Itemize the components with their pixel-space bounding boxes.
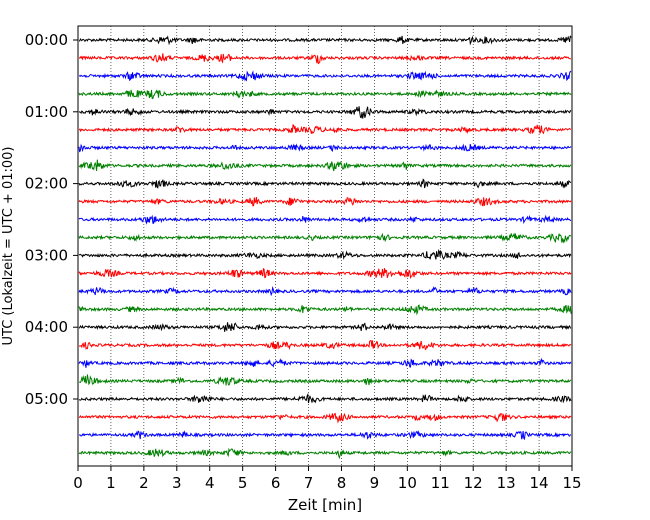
x-tick-label: 14: [530, 474, 549, 492]
trace-line-3: [78, 70, 572, 82]
trace-line-9: [78, 178, 572, 189]
trace-line-8: [78, 159, 572, 172]
y-tick-label: 03:00: [25, 246, 68, 264]
trace-line-13: [78, 248, 572, 261]
trace-line-7: [78, 143, 572, 153]
vertical-gridlines: [110, 26, 540, 466]
trace-line-24: [78, 447, 572, 460]
trace-line-6: [79, 124, 572, 135]
trace-line-17: [78, 322, 572, 332]
y-tick-label: 04:00: [25, 318, 68, 336]
seismic-traces: [78, 35, 572, 460]
trace-line-1: [78, 35, 572, 46]
x-tick-label: 4: [205, 474, 215, 492]
x-tick-label: 1: [106, 474, 116, 492]
x-tick-label: 2: [139, 474, 149, 492]
y-axis-label: UTC (Lokalzeit = UTC + 01:00): [1, 147, 16, 346]
x-tick-label: 12: [464, 474, 483, 492]
trace-line-4: [78, 89, 572, 100]
x-tick-label: 11: [431, 474, 450, 492]
trace-line-12: [78, 232, 572, 244]
trace-line-5: [78, 106, 572, 119]
y-tick-label: 05:00: [25, 390, 68, 408]
trace-line-23: [79, 430, 572, 441]
trace-line-14: [78, 267, 572, 280]
trace-line-20: [78, 374, 572, 386]
y-tick-label: 02:00: [25, 175, 68, 193]
y-tick-label: 00:00: [25, 31, 68, 49]
x-tick-label: 10: [398, 474, 417, 492]
plot-frame: [77, 25, 573, 467]
trace-line-2: [78, 53, 572, 65]
x-tick-label: 8: [337, 474, 347, 492]
x-tick-label: 13: [497, 474, 516, 492]
trace-line-19: [78, 357, 572, 368]
trace-line-21: [78, 392, 572, 404]
x-tick-label: 3: [172, 474, 182, 492]
x-tick-label: 15: [562, 474, 581, 492]
trace-line-11: [78, 214, 572, 225]
y-axis-ticks: 00:00 01:00 02:00 03:00 04:00 05:00: [25, 31, 78, 408]
trace-line-15: [78, 285, 572, 297]
x-tick-label: 6: [271, 474, 281, 492]
x-tick-label: 5: [238, 474, 248, 492]
x-tick-label: 9: [370, 474, 380, 492]
trace-line-18: [78, 340, 572, 351]
x-tick-label: 0: [73, 474, 83, 492]
x-axis-label: Zeit [min]: [288, 496, 362, 514]
trace-line-16: [78, 304, 572, 316]
x-tick-label: 7: [304, 474, 314, 492]
trace-line-22: [78, 412, 572, 424]
trace-line-10: [78, 197, 572, 207]
y-tick-label: 01:00: [25, 103, 68, 121]
x-axis-ticks: 0 1 2 3 4 5 6 7 8 9 10 11 12 13 14 15: [73, 466, 582, 492]
